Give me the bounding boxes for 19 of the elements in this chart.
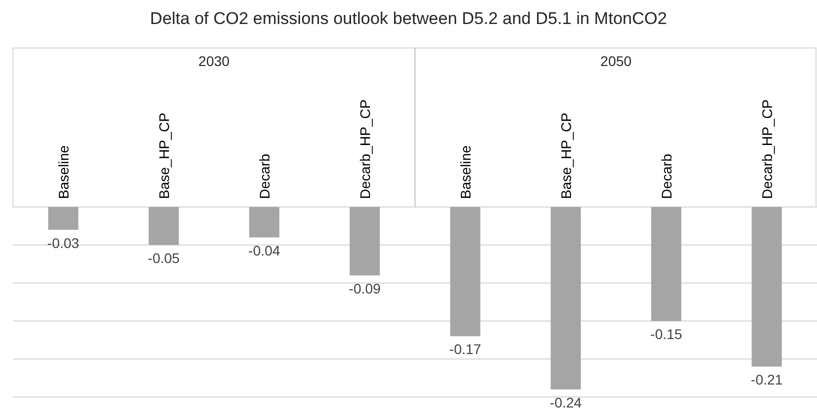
data-label: -0.03 [47, 234, 80, 251]
data-label: -0.15 [650, 326, 682, 342]
x-tick-label: Decarb [658, 154, 674, 199]
x-tick-label: Decarb_HP_CP [758, 99, 775, 199]
data-label: -0.09 [348, 280, 381, 296]
data-label: -0.17 [449, 341, 482, 358]
data-label: -0.05 [148, 250, 180, 266]
x-tick-label: Base_HP_CP [156, 112, 172, 199]
x-tick-label: Baseline [457, 145, 474, 199]
data-label: -0.24 [550, 394, 582, 410]
data-label: -0.04 [248, 242, 280, 258]
x-tick-label: Baseline [55, 145, 72, 199]
x-tick-label: Base_HP_CP [558, 112, 574, 199]
text: 2050 [600, 53, 632, 69]
x-tick-label: Decarb [256, 154, 272, 199]
x-tick-label: Decarb_HP_CP [356, 99, 373, 199]
data-label: -0.21 [750, 372, 783, 388]
text: 2030 [198, 53, 230, 69]
chart-title: Delta of CO2 emissions outlook between D5.2 and D5.1 in MtonCO2 [150, 9, 667, 28]
